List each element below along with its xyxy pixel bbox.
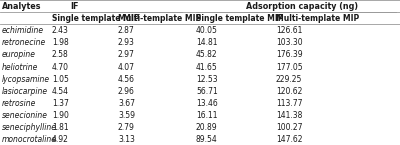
Text: 2.58: 2.58 xyxy=(52,50,69,59)
Text: 113.77: 113.77 xyxy=(276,99,302,108)
Text: 126.61: 126.61 xyxy=(276,26,302,35)
Text: 120.62: 120.62 xyxy=(276,87,302,96)
Text: 89.54: 89.54 xyxy=(196,135,218,144)
Text: 56.71: 56.71 xyxy=(196,87,218,96)
Text: 16.11: 16.11 xyxy=(196,111,218,120)
Text: 13.46: 13.46 xyxy=(196,99,218,108)
Text: 141.38: 141.38 xyxy=(276,111,302,120)
Text: 103.30: 103.30 xyxy=(276,38,303,47)
Text: 1.37: 1.37 xyxy=(52,99,69,108)
Text: 3.67: 3.67 xyxy=(118,99,135,108)
Text: europine: europine xyxy=(2,50,36,59)
Text: 4.54: 4.54 xyxy=(52,87,69,96)
Text: Multi-template MIP: Multi-template MIP xyxy=(118,14,201,23)
Text: 1.05: 1.05 xyxy=(52,75,69,84)
Text: 40.05: 40.05 xyxy=(196,26,218,35)
Text: 1.98: 1.98 xyxy=(52,38,69,47)
Text: 12.53: 12.53 xyxy=(196,75,218,84)
Text: lasiocarpine: lasiocarpine xyxy=(2,87,48,96)
Text: Single template MIP: Single template MIP xyxy=(52,14,140,23)
Text: monocrotaline: monocrotaline xyxy=(2,135,57,144)
Text: retronecine: retronecine xyxy=(2,38,46,47)
Text: seneciphylline: seneciphylline xyxy=(2,123,57,132)
Text: Adsorption capacity (ng): Adsorption capacity (ng) xyxy=(246,2,358,11)
Text: 41.65: 41.65 xyxy=(196,62,218,72)
Text: 176.39: 176.39 xyxy=(276,50,303,59)
Text: 14.81: 14.81 xyxy=(196,38,218,47)
Text: 100.27: 100.27 xyxy=(276,123,302,132)
Text: echimidine: echimidine xyxy=(2,26,44,35)
Text: 2.96: 2.96 xyxy=(118,87,135,96)
Text: 4.56: 4.56 xyxy=(118,75,135,84)
Text: 1.81: 1.81 xyxy=(52,123,69,132)
Text: IF: IF xyxy=(70,2,78,11)
Text: Single template MIP: Single template MIP xyxy=(196,14,284,23)
Text: Multi-template MIP: Multi-template MIP xyxy=(276,14,359,23)
Text: 4.70: 4.70 xyxy=(52,62,69,72)
Text: 3.13: 3.13 xyxy=(118,135,135,144)
Text: senecionine: senecionine xyxy=(2,111,48,120)
Text: retrosine: retrosine xyxy=(2,99,36,108)
Text: 147.62: 147.62 xyxy=(276,135,302,144)
Text: 229.25: 229.25 xyxy=(276,75,302,84)
Text: 3.59: 3.59 xyxy=(118,111,135,120)
Text: 2.93: 2.93 xyxy=(118,38,135,47)
Text: 4.07: 4.07 xyxy=(118,62,135,72)
Text: 2.87: 2.87 xyxy=(118,26,135,35)
Text: 2.79: 2.79 xyxy=(118,123,135,132)
Text: 4.92: 4.92 xyxy=(52,135,69,144)
Text: lycopsamine: lycopsamine xyxy=(2,75,50,84)
Text: 20.89: 20.89 xyxy=(196,123,218,132)
Text: 45.82: 45.82 xyxy=(196,50,218,59)
Text: heliotrine: heliotrine xyxy=(2,62,38,72)
Text: 177.05: 177.05 xyxy=(276,62,303,72)
Text: 2.97: 2.97 xyxy=(118,50,135,59)
Text: 2.43: 2.43 xyxy=(52,26,69,35)
Text: 1.90: 1.90 xyxy=(52,111,69,120)
Text: Analytes: Analytes xyxy=(2,2,42,11)
